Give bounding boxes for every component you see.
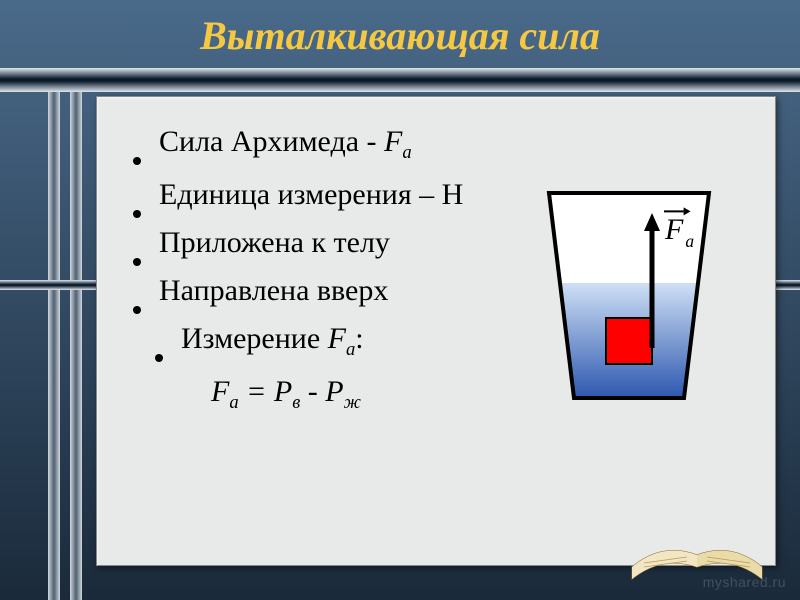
- formula-lhs-sub: а: [229, 392, 238, 413]
- formula-lhs-var: F: [211, 375, 229, 408]
- bullet-1-var: F: [384, 125, 402, 158]
- content-panel: Сила Архимеда - Fа Единица измерения – Н…: [96, 96, 776, 566]
- buoyancy-diagram: F a: [529, 173, 729, 423]
- bullet-2-text: Единица измерения – Н: [159, 178, 463, 212]
- slide-title: Выталкивающая сила: [0, 12, 800, 59]
- formula-p1-var: P: [274, 375, 292, 408]
- watermark-text: myshared.ru: [703, 574, 786, 590]
- meas-label-suffix: :: [355, 322, 363, 355]
- meas-label-prefix: Измерение: [181, 322, 328, 355]
- slide-root: Выталкивающая сила Сила Архимеда - Fа Ед…: [0, 0, 800, 600]
- decor-vbar-2: [70, 92, 82, 600]
- bullet-3-text: Приложена к телу: [159, 226, 390, 260]
- decor-hbar-top: [0, 68, 800, 92]
- decor-vbar-1: [48, 92, 60, 600]
- measurement-label: Измерение Fа:: [181, 322, 364, 361]
- bullet-1: Сила Архимеда - Fа: [133, 125, 739, 164]
- bullet-1-prefix: Сила Архимеда -: [159, 125, 384, 158]
- bullet-dot: [133, 306, 141, 314]
- formula-eq: =: [239, 375, 274, 408]
- formula-p2-sub: ж: [344, 392, 361, 413]
- meas-label-var: F: [328, 322, 346, 355]
- svg-text:a: a: [685, 231, 694, 251]
- bullet-4-text: Направлена вверх: [159, 274, 388, 308]
- formula-p2-var: P: [325, 375, 343, 408]
- bullet-1-text: Сила Архимеда - Fа: [159, 125, 412, 164]
- bullet-dot: [155, 354, 163, 362]
- formula-minus: -: [300, 375, 325, 408]
- bullet-dot: [133, 258, 141, 266]
- meas-label-sub: а: [346, 339, 355, 360]
- bullet-dot: [133, 157, 141, 165]
- bullet-dot: [133, 210, 141, 218]
- bullet-1-sub: а: [402, 142, 411, 163]
- svg-text:F: F: [664, 213, 684, 246]
